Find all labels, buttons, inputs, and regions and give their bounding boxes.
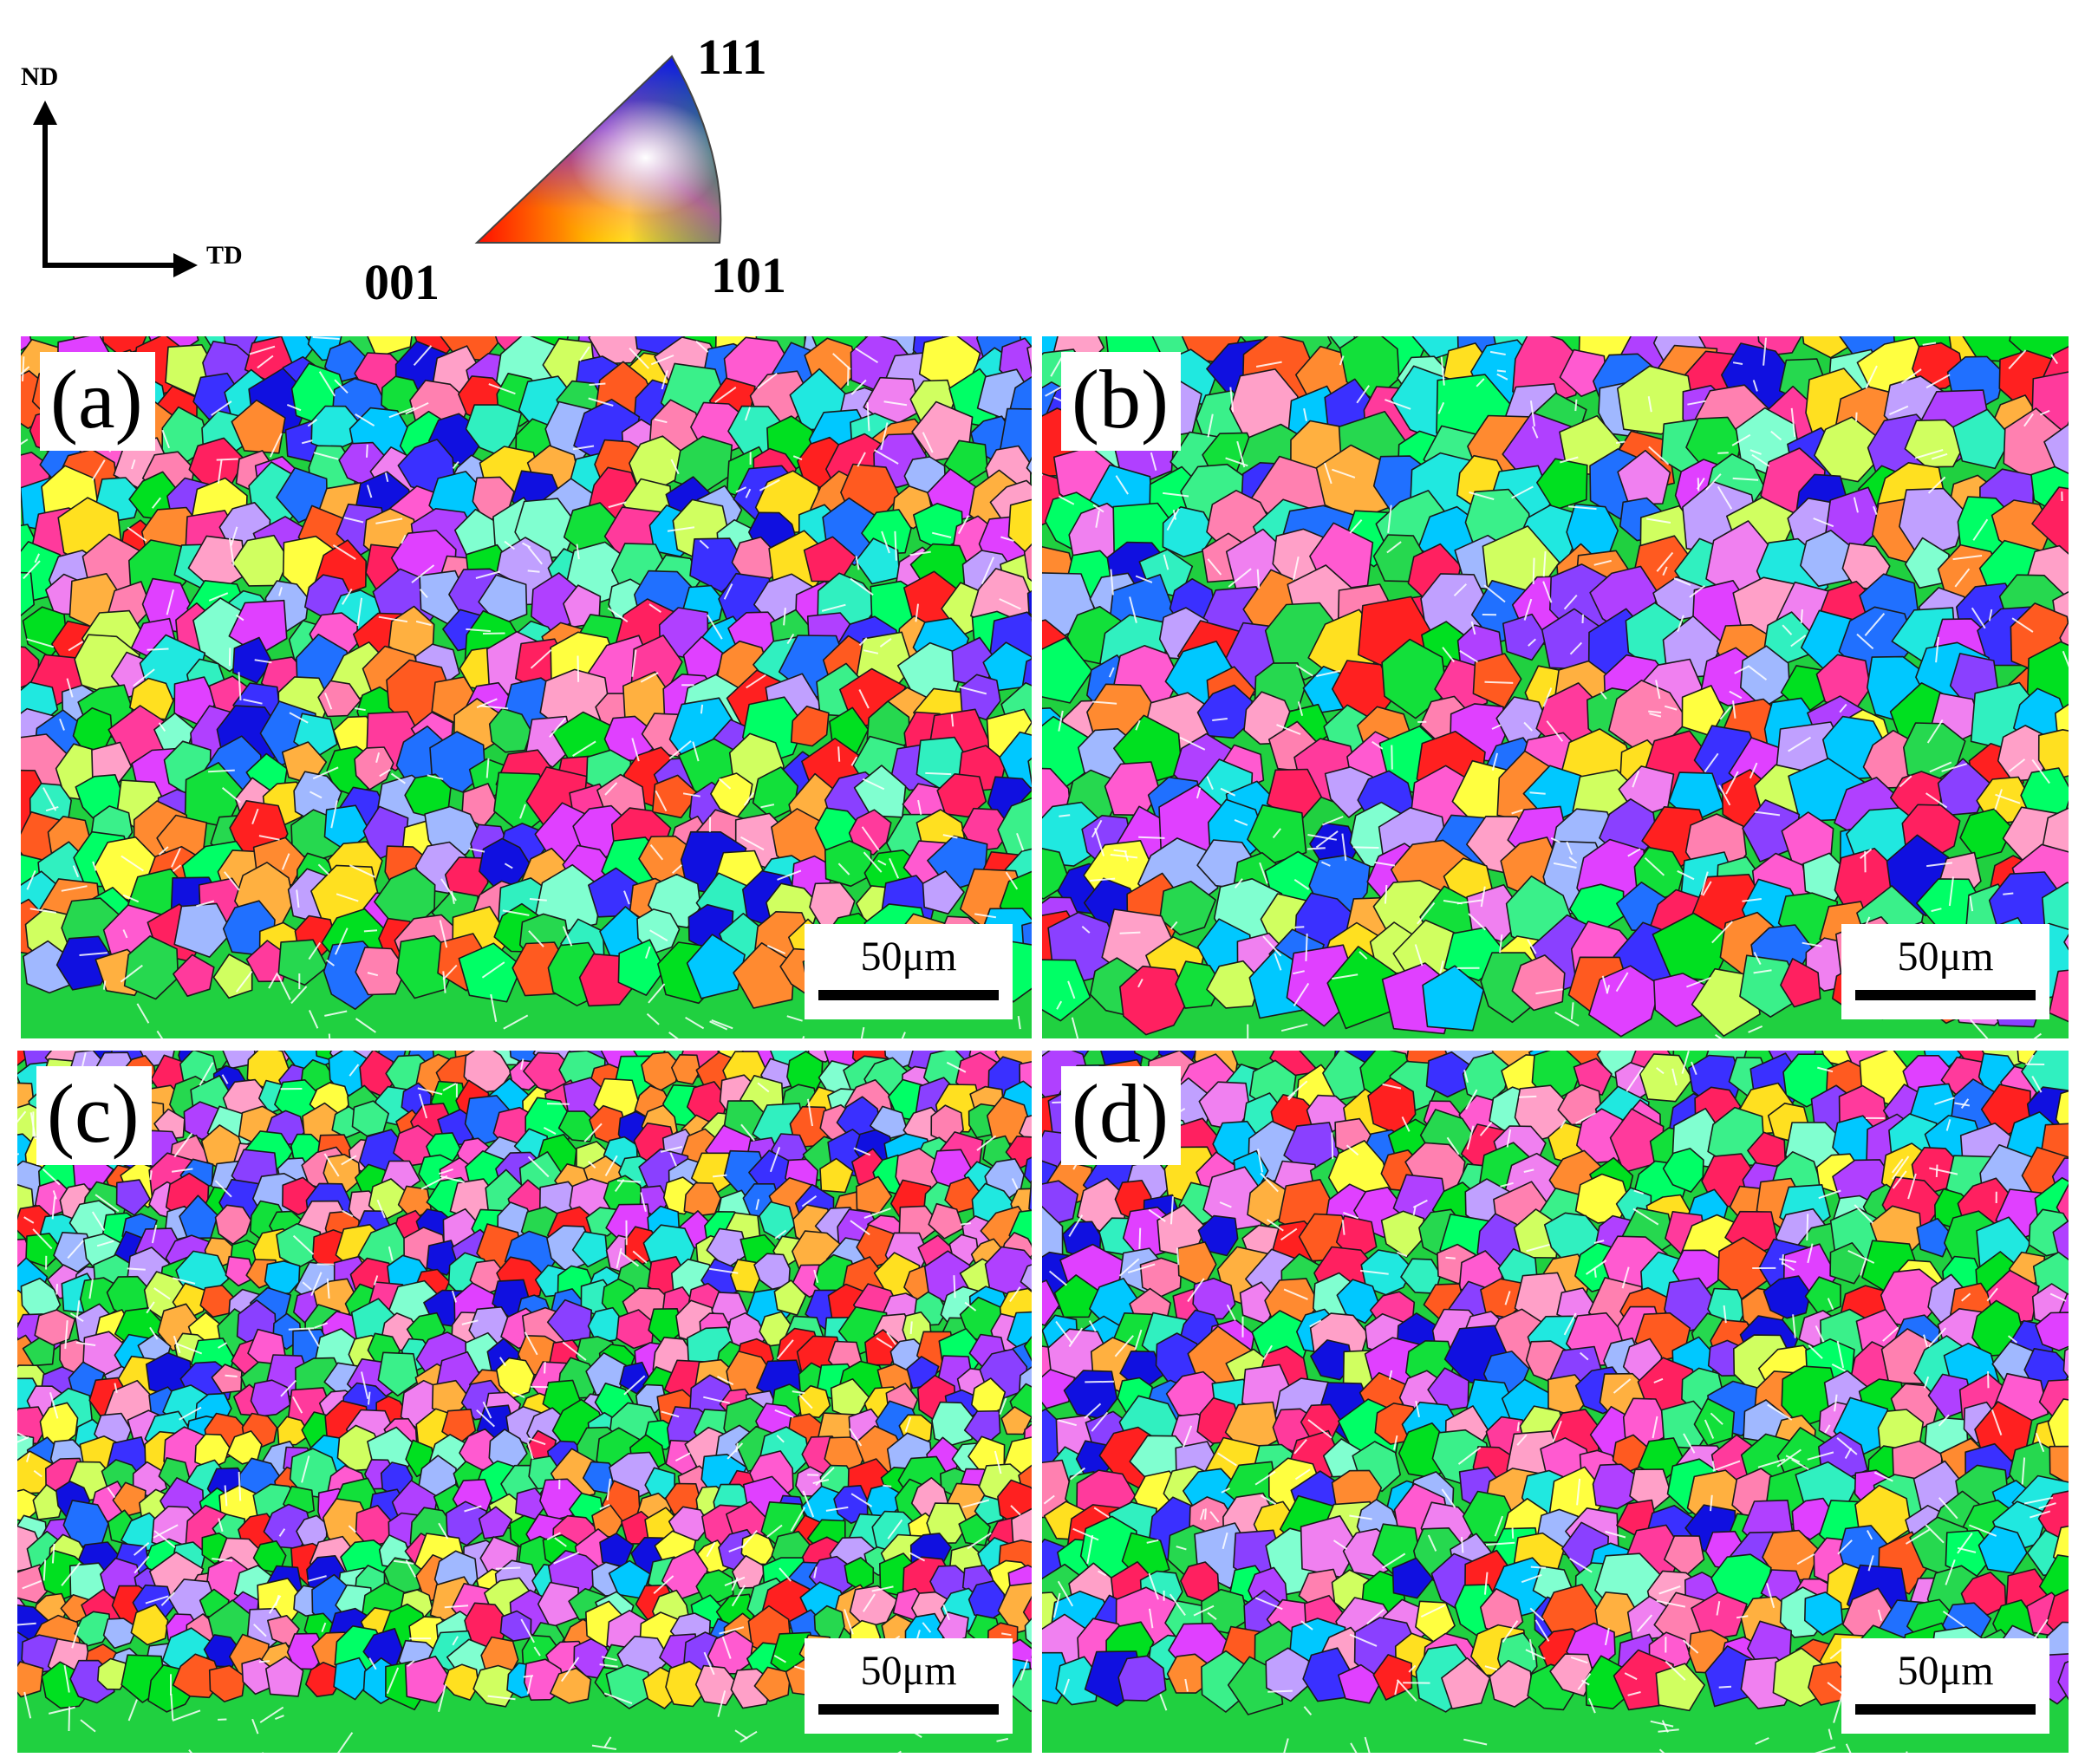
panel-label-d: (d): [1061, 1066, 1181, 1165]
ipf-triangle: [474, 55, 722, 244]
grain-map-c: [17, 1051, 1032, 1753]
scale-bar-text-c: 50μm: [860, 1648, 957, 1694]
scale-bar-line-c: [818, 1704, 999, 1715]
scale-bar-a: 50μm: [805, 924, 1013, 1019]
scale-bar-d: 50μm: [1841, 1638, 2049, 1734]
grain-map-d: [1042, 1051, 2069, 1753]
grain-polygons: [1042, 1051, 2069, 1753]
ipf-label-001: 001: [364, 254, 440, 310]
panel-label-c: (c): [36, 1066, 152, 1165]
twin-boundaries: [21, 336, 1025, 1038]
td-label: TD: [206, 241, 243, 270]
axes-arrows: [33, 101, 198, 277]
scale-bar-c: 50μm: [805, 1638, 1013, 1734]
ebsd-map-panel-b: (b) 50μm: [1042, 336, 2069, 1038]
scale-bar-text-b: 50μm: [1897, 934, 1994, 980]
grain-map-b: [1042, 336, 2069, 1038]
ebsd-map-panel-d: (d) 50μm: [1042, 1051, 2069, 1753]
scale-bar-line-d: [1855, 1704, 2036, 1715]
twin-boundaries: [1043, 1051, 2067, 1753]
ipf-label-101: 101: [711, 247, 786, 303]
panel-label-a: (a): [40, 352, 155, 451]
grain-polygons: [1042, 336, 2069, 1038]
grain-polygons: [17, 1051, 1032, 1753]
ipf-label-111: 111: [697, 29, 767, 85]
nd-label: ND: [21, 62, 59, 91]
ebsd-map-panel-a: (a) 50μm: [21, 336, 1032, 1038]
sample-axes: ND TD: [17, 52, 251, 295]
panel-label-b: (b): [1061, 352, 1181, 451]
scale-bar-b: 50μm: [1841, 924, 2049, 1019]
scale-bar-text-a: 50μm: [860, 934, 957, 980]
ebsd-map-panel-c: (c) 50μm: [17, 1051, 1032, 1753]
scale-bar-text-d: 50μm: [1897, 1648, 1994, 1694]
grain-polygons: [21, 336, 1032, 1038]
twin-boundaries: [17, 1052, 1029, 1753]
scale-bar-line-a: [818, 990, 999, 1000]
grain-map-a: [21, 336, 1032, 1038]
ipf-color-key: 111 001 101: [364, 26, 815, 312]
scale-bar-line-b: [1855, 990, 2036, 1000]
